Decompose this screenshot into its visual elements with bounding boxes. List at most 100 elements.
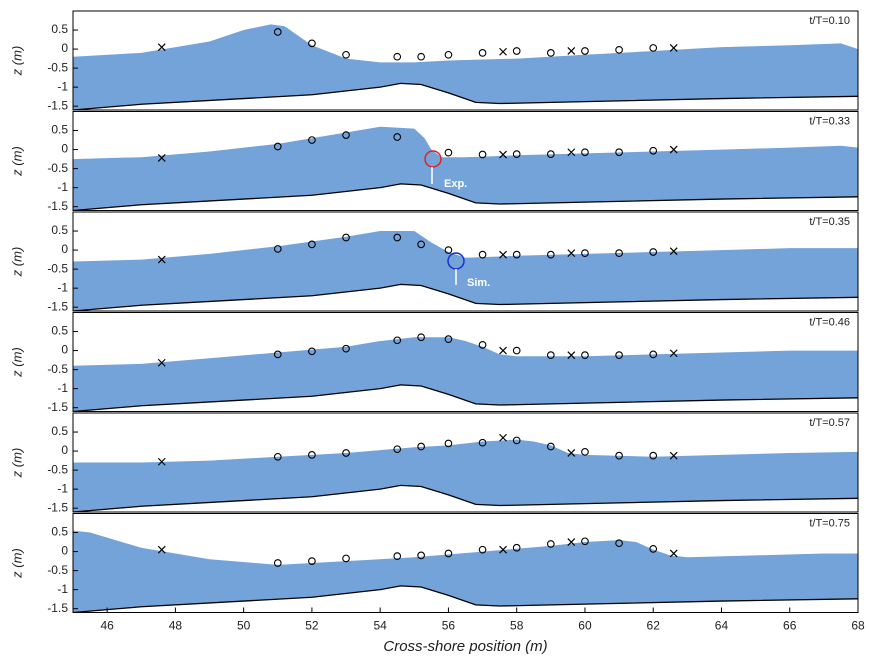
panel-frame (72, 412, 859, 513)
circle-marker (581, 537, 589, 546)
cross-stroke (157, 457, 166, 466)
x-tick-label: 48 (169, 619, 183, 633)
cross-marker (157, 154, 166, 162)
cross-stroke (669, 145, 678, 154)
cross-marker (669, 44, 678, 52)
circle-marker (393, 133, 402, 141)
circle-marker (417, 240, 425, 249)
circle-marker (342, 554, 350, 563)
cross-stroke (567, 538, 576, 546)
circle-marker (417, 442, 425, 451)
cross-stroke (499, 250, 507, 259)
circle-marker (478, 250, 487, 259)
cross-marker (567, 249, 576, 258)
x-axis-label: Cross-shore position (m) (383, 638, 547, 655)
cross-stroke (157, 358, 166, 367)
circle-marker (546, 442, 555, 451)
circle-marker (273, 350, 282, 359)
circle-marker (546, 540, 555, 548)
circle-marker (444, 439, 453, 448)
y-axis-label: z (m) (9, 347, 24, 378)
bed-line (73, 384, 858, 412)
water-area (73, 439, 858, 512)
circle-marker (393, 552, 402, 560)
y-tick-label: -0.5 (47, 261, 68, 275)
y-tick-label: 0.5 (51, 324, 68, 338)
circle-marker (393, 336, 402, 345)
panel-frame (72, 10, 859, 111)
y-tick-label: -1 (57, 180, 68, 194)
cross-marker (669, 145, 678, 154)
y-tick-label: -1 (57, 381, 68, 395)
circle-marker (273, 452, 282, 461)
y-tick-label: -1 (57, 582, 68, 596)
circle-marker (308, 240, 316, 249)
plot-area (73, 530, 858, 613)
circle-marker (342, 131, 350, 139)
circle-marker (478, 150, 487, 159)
y-tick-label: -1.5 (47, 98, 68, 112)
circle-marker (478, 341, 487, 349)
panel-frame (72, 513, 859, 613)
circle-marker (546, 150, 555, 158)
circle-marker (444, 335, 453, 344)
cross-stroke (669, 349, 678, 358)
y-tick-label: 0 (61, 544, 68, 558)
y-tick-label: -1.5 (47, 299, 68, 313)
bed-line (73, 283, 858, 311)
sim-annotation: Sim. (447, 252, 490, 289)
cross-marker (567, 351, 576, 360)
y-tick-label: -1 (57, 79, 68, 93)
circle-marker (342, 50, 350, 59)
y-tick-label: 0.5 (51, 123, 68, 137)
exp-annotation: Exp. (424, 150, 467, 190)
circle-marker (649, 350, 658, 359)
circle-marker (615, 351, 623, 359)
circle-marker (615, 249, 623, 257)
y-tick-label: -1 (57, 481, 68, 495)
y-tick-label: 0 (61, 343, 68, 357)
cross-stroke (567, 148, 576, 157)
water-area (73, 530, 858, 613)
cross-stroke (669, 549, 678, 558)
y-tick-label: -1.5 (47, 400, 68, 414)
circle-marker (273, 142, 282, 151)
panel-frame (72, 312, 859, 412)
circle-marker (478, 49, 487, 57)
water-area (73, 231, 858, 311)
circle-marker (342, 344, 350, 353)
y-axis-label: z (m) (9, 46, 24, 77)
circle-marker (581, 249, 589, 257)
y-tick-label: -0.5 (47, 362, 68, 376)
y-tick-label: 0 (61, 443, 68, 457)
y-tick-label: 0 (61, 142, 68, 156)
bed-line (73, 585, 858, 613)
water-area (73, 337, 858, 412)
circle-marker (615, 148, 623, 157)
circle-marker (444, 50, 453, 59)
circle-marker (546, 351, 555, 359)
y-tick-label: -1.5 (47, 199, 68, 213)
plot-area (73, 126, 858, 211)
x-tick-label: 54 (373, 619, 387, 633)
cross-stroke (499, 346, 507, 355)
circle-marker (649, 44, 658, 52)
cross-stroke (669, 44, 678, 52)
x-tick-label: 52 (305, 619, 319, 633)
plot-area (73, 333, 858, 412)
cross-marker (157, 358, 166, 367)
circle-marker (581, 447, 589, 456)
plot-area (73, 24, 858, 110)
y-axis-label: z (m) (9, 146, 24, 177)
circle-marker (308, 557, 316, 565)
circle-marker (417, 551, 425, 560)
circle-marker (393, 445, 402, 454)
circle-marker (417, 333, 425, 342)
panel-title: t/T=0.46 (809, 316, 850, 328)
panel: -1.5 -1 -0.5 0 0.5 t/T=0.75 z (m) 46 48 50 52 54 56 5… (9, 513, 865, 655)
cross-stroke (499, 433, 507, 442)
panel-frame (72, 111, 859, 211)
y-axis-label: z (m) (9, 548, 24, 579)
circle-marker (512, 47, 521, 55)
cross-marker (157, 457, 166, 466)
